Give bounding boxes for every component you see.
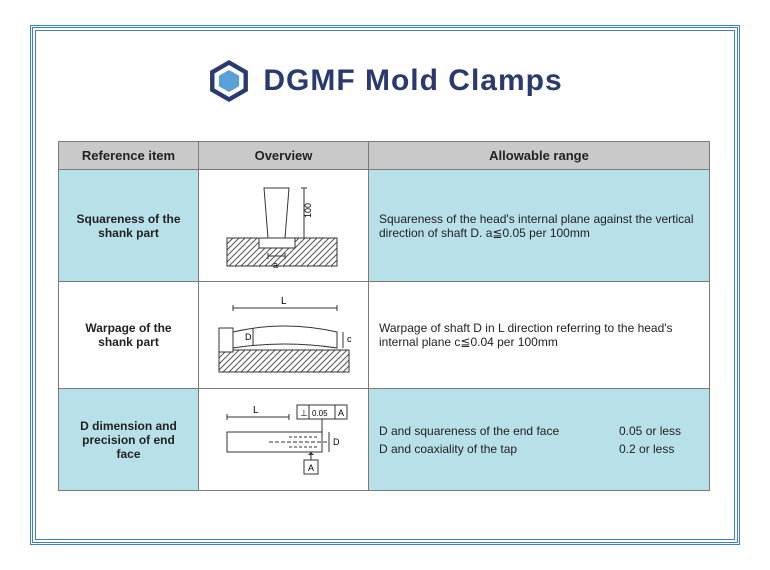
brand-name: DGMF Mold Clamps (263, 64, 562, 98)
header-reference: Reference item (59, 142, 199, 170)
range-line: D and coaxiality of the tap 0.2 or less (379, 442, 699, 456)
brand-header: DGMF Mold Clamps (36, 31, 734, 103)
overview-cell: L D c (199, 282, 369, 389)
table-row: D dimension and precision of end face (59, 389, 710, 491)
gdt-datum-ref: A (338, 408, 344, 418)
ref-cell: Warpage of the shank part (59, 282, 199, 389)
dim-D2: D (333, 437, 340, 447)
range-cell: Warpage of shaft D in L direction referr… (369, 282, 710, 389)
overview-cell: 100 a (199, 170, 369, 282)
ref-cell: D dimension and precision of end face (59, 389, 199, 491)
range-cell: D and squareness of the end face 0.05 or… (369, 389, 710, 491)
ref-cell: Squareness of the shank part (59, 170, 199, 282)
header-overview: Overview (199, 142, 369, 170)
gdt-perp-icon: ⊥ (300, 408, 308, 418)
dim-D: D (245, 332, 252, 342)
range-label: D and coaxiality of the tap (379, 442, 619, 456)
range-value: 0.05 or less (619, 424, 699, 438)
diagram-squareness: 100 a (209, 178, 359, 273)
overview-cell: L ⊥ 0.05 A D (199, 389, 369, 491)
header-range: Allowable range (369, 142, 710, 170)
range-cell: Squareness of the head's internal plane … (369, 170, 710, 282)
diagram-endface: L ⊥ 0.05 A D (209, 397, 359, 482)
page-frame-outer: DGMF Mold Clamps Reference item Overview… (30, 25, 740, 545)
dim-100: 100 (303, 203, 313, 218)
range-value: 0.2 or less (619, 442, 699, 456)
diagram-warpage: L D c (209, 290, 359, 380)
dim-L: L (281, 296, 287, 307)
gdt-tol: 0.05 (312, 409, 328, 418)
brand-logo-icon (207, 59, 251, 103)
dim-c: c (347, 334, 352, 344)
range-label: D and squareness of the end face (379, 424, 619, 438)
table-row: Squareness of the shank part (59, 170, 710, 282)
dim-a: a (273, 260, 278, 270)
range-line: D and squareness of the end face 0.05 or… (379, 424, 699, 438)
dim-L2: L (253, 405, 259, 416)
spec-table: Reference item Overview Allowable range … (58, 141, 710, 491)
page-frame-inner: DGMF Mold Clamps Reference item Overview… (35, 30, 735, 540)
table-row: Warpage of the shank part (59, 282, 710, 389)
datum-A: A (308, 463, 314, 473)
table-header-row: Reference item Overview Allowable range (59, 142, 710, 170)
